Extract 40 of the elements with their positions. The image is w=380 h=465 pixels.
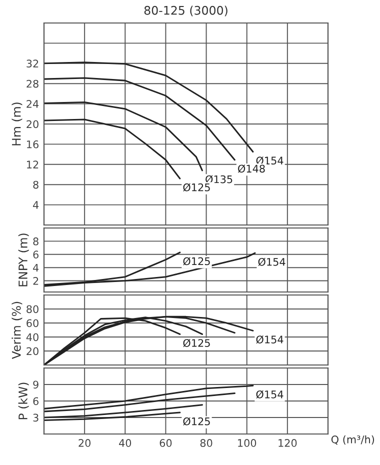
y-tick-label: 6 xyxy=(33,250,38,258)
y-tick-label: 4 xyxy=(33,264,39,272)
series-label: Ø125 xyxy=(183,183,210,192)
y-tick-label: 80 xyxy=(26,305,38,314)
series-label: Ø125 xyxy=(183,338,210,348)
series-label: Ø148 xyxy=(238,164,265,173)
y-tick-label: 32 xyxy=(26,60,38,68)
series-label: Ø154 xyxy=(258,258,286,266)
y-tick-label: 3 xyxy=(33,414,38,422)
y-tick-label: 20 xyxy=(26,347,38,356)
y-axis-title: Verim (%) xyxy=(12,302,22,360)
y-tick-label: 9 xyxy=(33,380,38,389)
y-tick-label: 8 xyxy=(33,180,38,189)
y-tick-label: 12 xyxy=(27,160,38,168)
series-label: Ø125 xyxy=(183,257,210,266)
y-tick-label: 20 xyxy=(26,120,38,128)
x-tick-label: 120 xyxy=(278,439,297,447)
y-tick-label: 6 xyxy=(33,397,38,406)
y-axis-title: P (kW) xyxy=(18,382,29,420)
y-axis-title: Hm (m) xyxy=(12,102,22,146)
y-tick-label: 40 xyxy=(26,333,38,342)
y-tick-label: 16 xyxy=(27,140,38,148)
x-tick-label: 80 xyxy=(200,439,212,447)
series-label: Ø125 xyxy=(183,417,210,426)
x-tick-label: 100 xyxy=(238,439,256,447)
y-tick-label: 60 xyxy=(26,319,38,328)
y-tick-label: 8 xyxy=(33,237,38,246)
y-tick-label: 2 xyxy=(33,277,38,285)
y-tick-label: 24 xyxy=(26,100,39,108)
chart-title: 80-125 (3000) xyxy=(144,6,228,16)
y-tick-label: 28 xyxy=(26,80,38,88)
x-tick-label: 60 xyxy=(160,439,172,447)
series-label: Ø135 xyxy=(206,175,232,184)
series-label: Ø154 xyxy=(256,390,284,399)
x-axis-title: Q (m³/h) xyxy=(331,435,374,445)
y-tick-label: 4 xyxy=(33,201,39,209)
series-label: Ø154 xyxy=(256,335,284,344)
x-tick-label: 40 xyxy=(119,439,132,447)
x-tick-label: 20 xyxy=(78,439,91,447)
y-axis-title: ENPY (m) xyxy=(18,234,29,286)
